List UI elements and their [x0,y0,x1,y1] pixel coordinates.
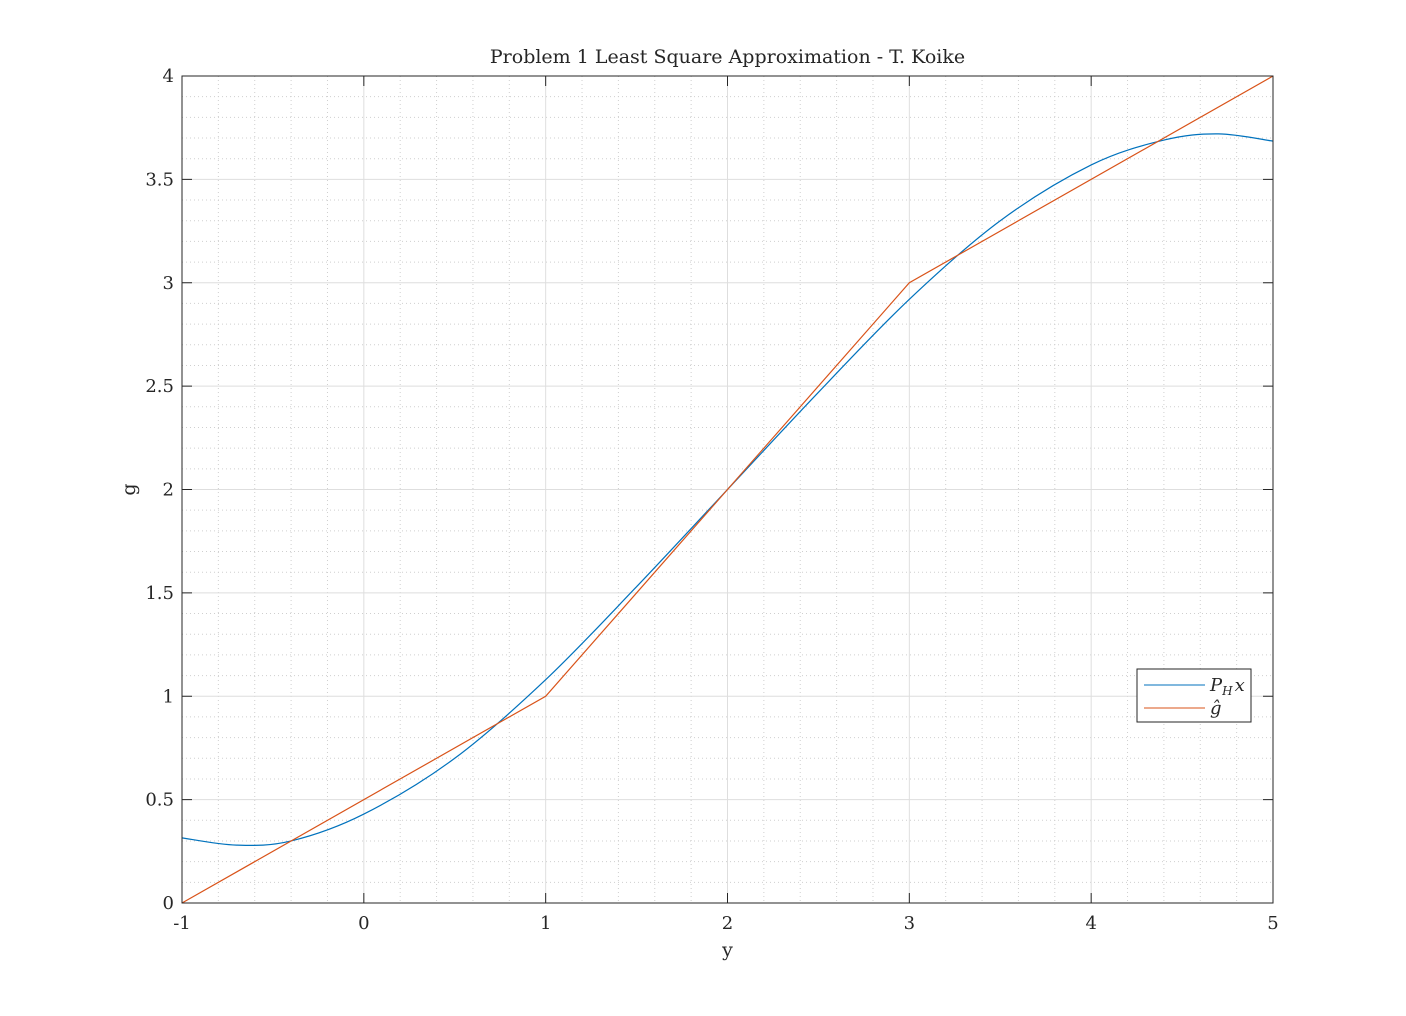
tick-marks [181,75,1274,904]
chart-title: Problem 1 Least Square Approximation - T… [490,46,965,68]
x-tick-label: 2 [722,913,733,934]
legend-label-series-1-sub: H [1221,684,1233,698]
y-tick-label: 4 [163,66,174,87]
x-tick-label: 0 [358,913,369,934]
y-tick-label: 1 [163,686,174,707]
y-tick-label: 3.5 [145,169,174,190]
y-tick-label: 3 [163,273,174,294]
y-tick-labels: 0 0.5 1 1.5 2 2.5 3 3.5 4 [145,66,174,914]
series-layer [181,75,1274,904]
y-tick-label: 0 [163,893,174,914]
y-tick-label: 2 [163,480,174,501]
y-tick-label: 2.5 [145,376,174,397]
legend-label-series-2-main: ĝ [1210,698,1222,719]
series-2-line [181,75,1274,904]
x-tick-label: 3 [904,913,915,934]
legend-label-series-1-main: P [1209,675,1223,696]
y-tick-label: 1.5 [145,583,174,604]
legend-label-series-1: PH x [1209,675,1245,698]
x-tick-label: -1 [173,913,191,934]
x-tick-label: 1 [540,913,551,934]
x-tick-label: 4 [1085,913,1096,934]
legend-label-series-2: ĝ [1210,698,1222,719]
legend-label-series-1-tail: x [1235,675,1245,696]
x-tick-label: 5 [1267,913,1278,934]
y-axis-label: g [118,483,140,495]
y-tick-label: 0.5 [145,790,174,811]
legend-box [1136,668,1252,723]
legend: PH x ĝ [1136,668,1252,723]
x-axis-label: y [721,939,733,961]
x-tick-labels: -1 0 1 2 3 4 5 [173,913,1279,934]
